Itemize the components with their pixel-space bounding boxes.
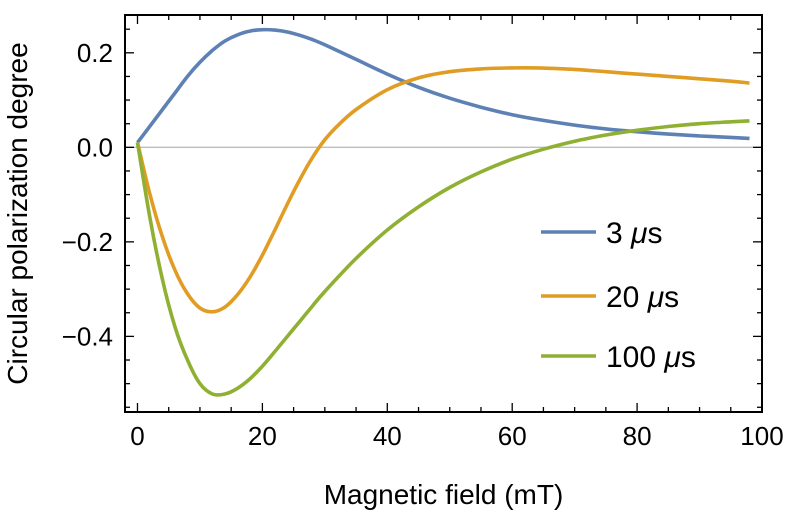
x-axis-title: Magnetic field (mT) [324, 479, 564, 510]
series-line-3us [136, 27, 750, 144]
legend-label: 20 μs [606, 281, 679, 314]
y-axis-title: Circular polarization degree [2, 42, 33, 384]
x-tick-label: 80 [623, 421, 652, 451]
legend-label: 3 μs [606, 217, 662, 250]
legend: 3 μs 20 μs 100 μs [541, 217, 696, 374]
x-tick-label: 60 [498, 421, 527, 451]
legend-item-3us: 3 μs [541, 217, 662, 250]
legend-item-20us: 20 μs [541, 281, 679, 314]
plot-frame [124, 14, 763, 413]
x-tick-label: 20 [248, 421, 277, 451]
series-layer [135, 27, 750, 397]
x-tick-label: 40 [373, 421, 402, 451]
ticks-layer [125, 15, 763, 412]
y-tick-label: 0.2 [77, 38, 113, 68]
series-line-100us [135, 119, 750, 397]
y-tick-label: 0.0 [77, 132, 113, 162]
series-line-20us [135, 65, 750, 314]
y-tick-label: −0.2 [62, 227, 113, 257]
labels-layer: 0 20 40 60 80 100 −0.4 −0.2 0.0 0.2 [62, 38, 784, 451]
legend-item-100us: 100 μs [541, 341, 696, 374]
legend-label: 100 μs [606, 341, 696, 374]
x-tick-label: 100 [740, 421, 783, 451]
x-tick-label: 0 [130, 421, 144, 451]
y-tick-label: −0.4 [62, 321, 113, 351]
